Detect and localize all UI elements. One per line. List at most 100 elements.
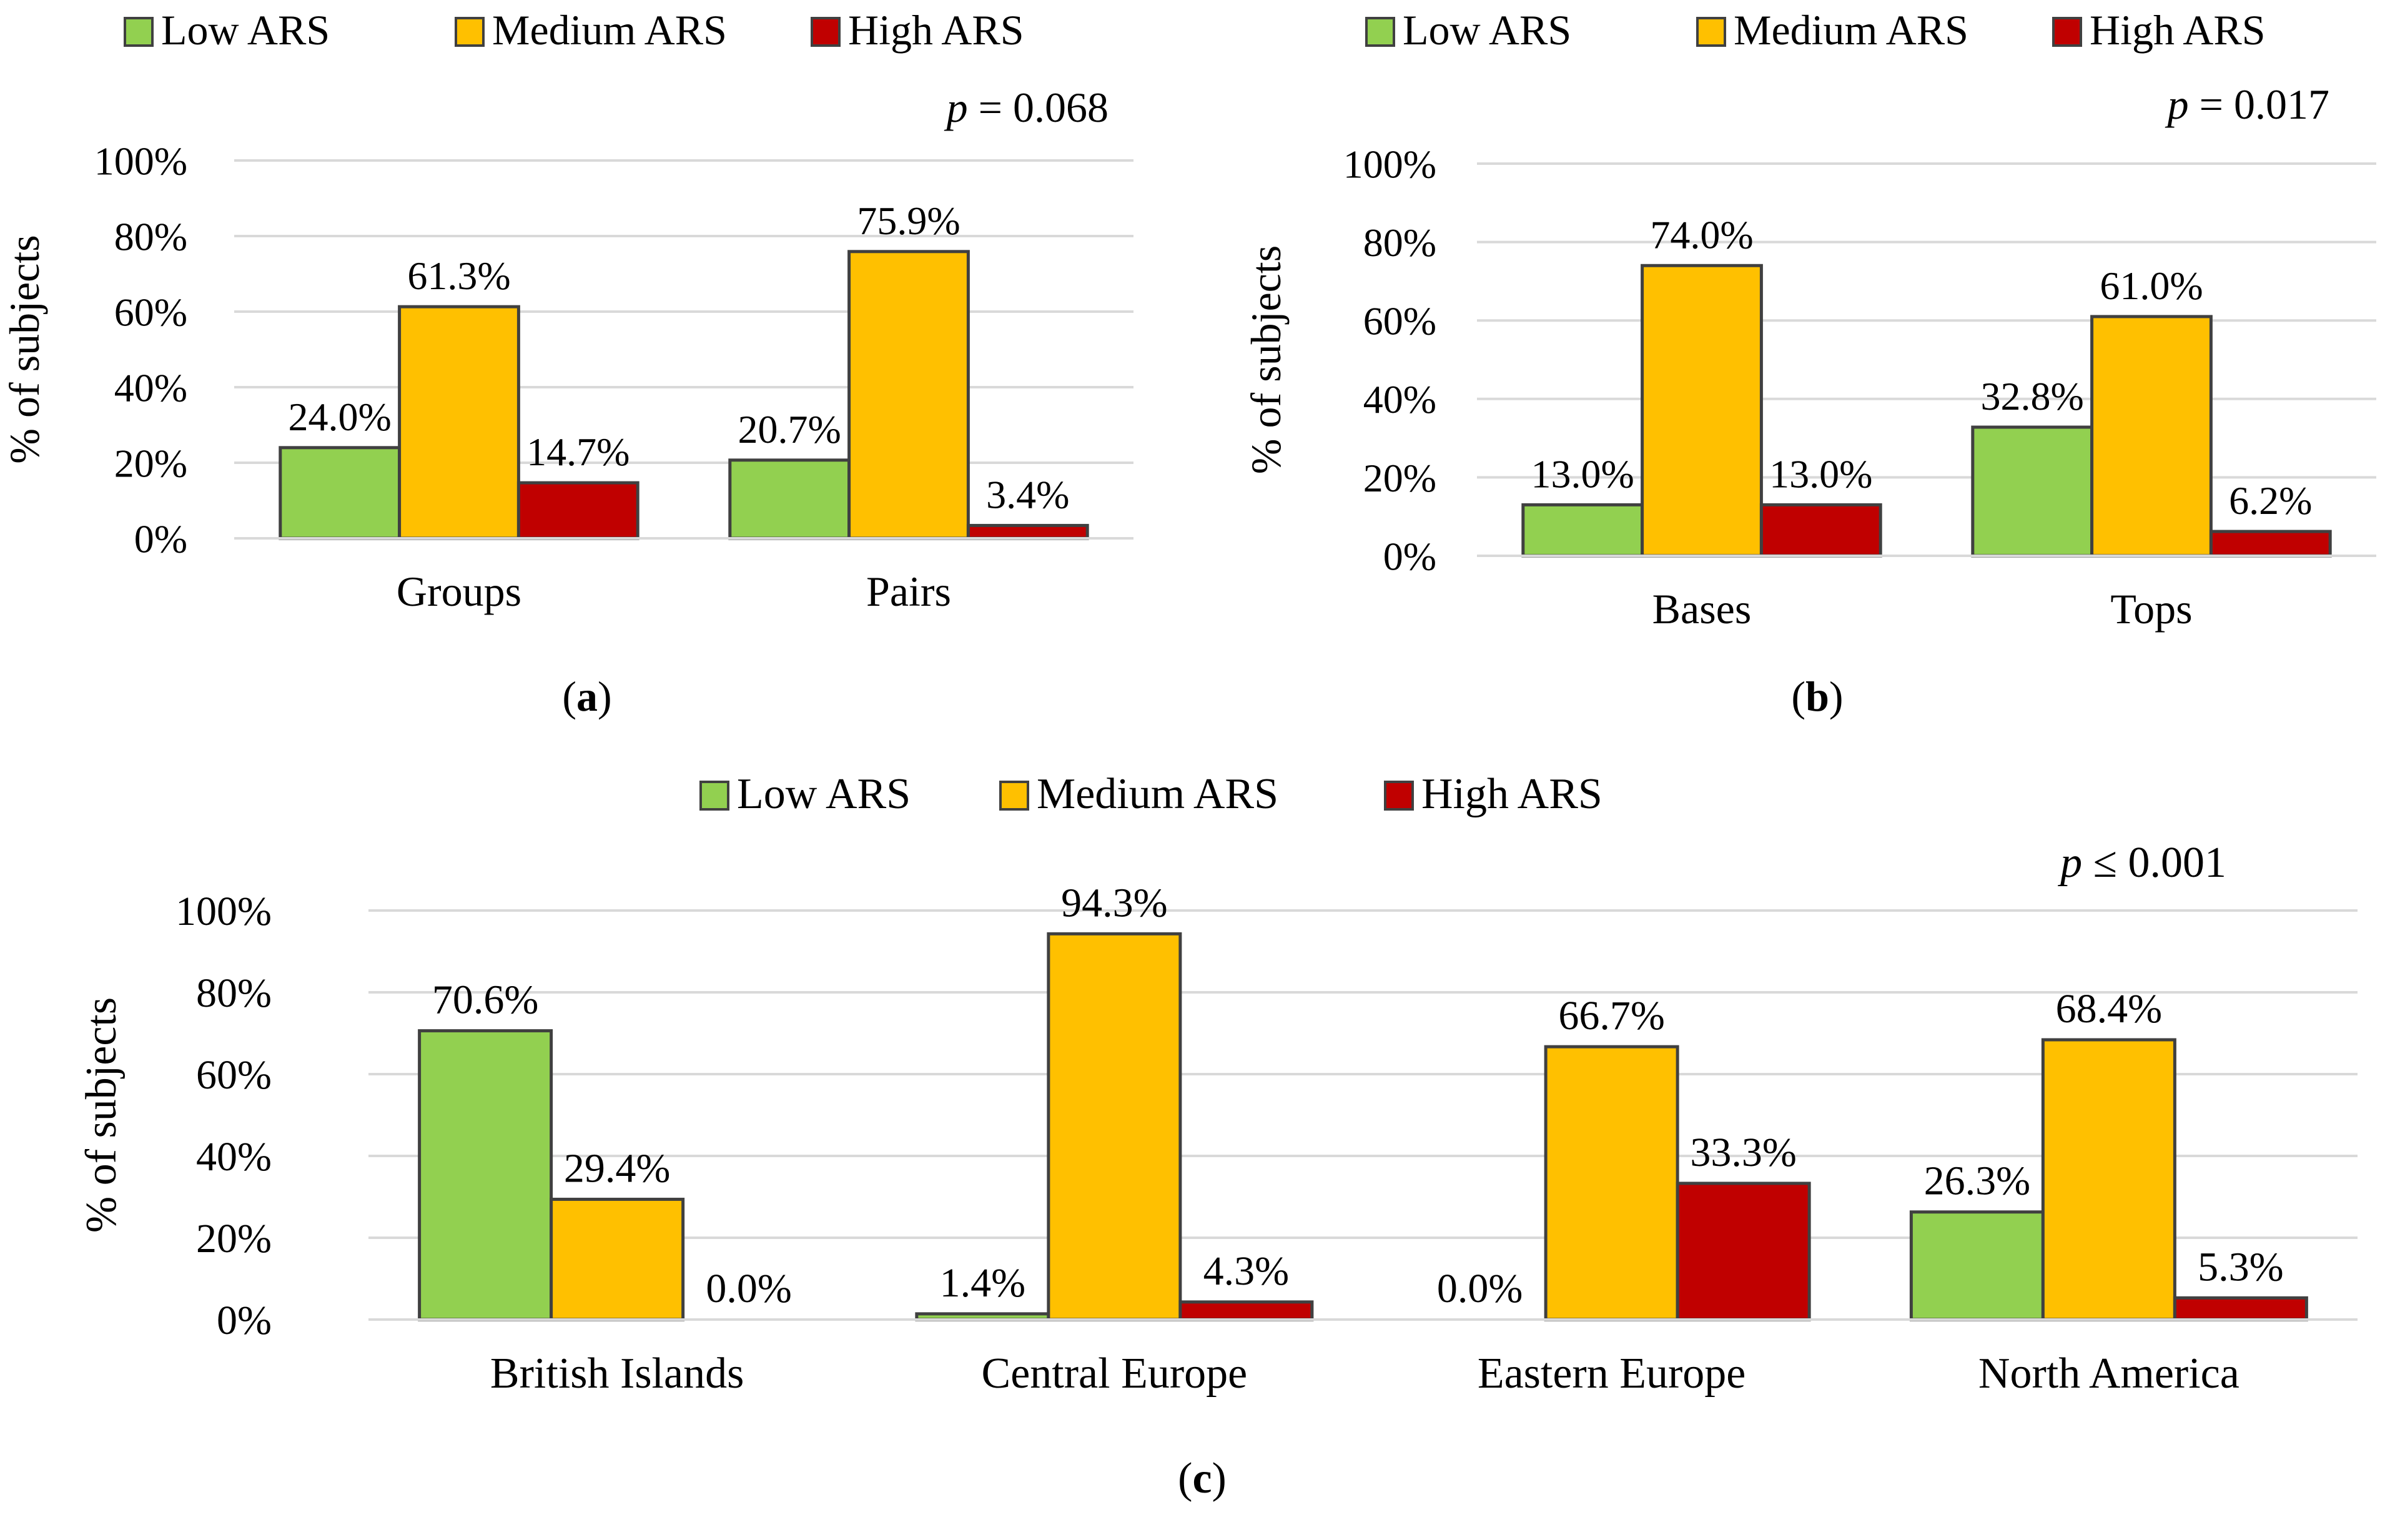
legend-swatch [124,17,154,47]
p-symbol: p [2165,81,2189,128]
category-label: North America [1978,1350,2239,1398]
data-label: 13.0% [1531,452,1634,496]
y-tick-label: 100% [1343,142,1436,186]
bar-high-ars [966,523,1089,540]
data-label: 75.9% [857,199,960,243]
bar-low-ars [418,1029,553,1321]
bar-medium-ars [1641,264,1763,558]
panel-caption: (b) [1791,673,1843,720]
bar-medium-ars [398,305,520,540]
bar-low-ars [1521,503,1644,558]
p-symbol: p [2057,839,2082,887]
bar-low-ars [279,446,402,540]
data-label: 20.7% [738,407,841,452]
bar-high-ars [2173,1296,2308,1321]
category-label: Pairs [866,568,951,615]
p-value-annotation: p ≤ 0.001 [2057,839,2226,887]
y-tick-label: 20% [196,1216,272,1261]
legend-label: Medium ARS [492,6,727,54]
legend-swatch [1696,17,1726,47]
legend-swatch [999,781,1029,811]
legend-swatch [1384,781,1414,811]
p-value: = 0.017 [2189,81,2329,128]
bar-medium-ars [1047,932,1182,1321]
data-label: 14.7% [526,430,630,474]
y-tick-label: 40% [196,1134,272,1180]
data-label: 0.0% [1437,1266,1523,1311]
y-tick-label: 60% [114,290,187,334]
p-value-annotation: p = 0.068 [944,84,1109,131]
panel-caption: (a) [562,673,611,720]
panel-caption-letter: c [1192,1454,1212,1503]
data-label: 1.4% [940,1260,1025,1306]
legend-swatch [699,781,729,811]
bar-low-ars [1909,1210,2045,1321]
data-label: 24.0% [289,395,392,439]
y-tick-label: 40% [114,365,187,410]
category-label: Tops [2110,585,2192,633]
y-tick-label: 0% [217,1298,272,1343]
chart-panel-c: 0% 20% 40% 60% 80% 100% % of subjects 70.6% 29.4… [77,770,2358,1503]
data-label: 70.6% [432,977,538,1023]
category-label: Eastern Europe [1478,1350,1746,1398]
bar-high-ars [1676,1182,1811,1321]
y-tick-label: 20% [1363,456,1436,500]
category-label: Central Europe [982,1350,1248,1398]
bar-medium-ars [847,250,970,540]
y-axis-label: % of subjects [1,235,48,463]
category-label: British Islands [490,1350,744,1398]
data-label: 66.7% [1558,993,1664,1039]
data-label: 0.0% [706,1266,791,1311]
y-axis-label: % of subjects [77,997,126,1233]
data-label: 13.0% [1769,452,1872,496]
data-label: 3.4% [986,472,1069,516]
legend-label: Medium ARS [1734,6,1968,54]
legend-label: High ARS [848,6,1024,54]
bar-high-ars [1178,1300,1314,1321]
legend-swatch [455,17,485,47]
category-label: Bases [1652,585,1752,633]
y-tick-label: 0% [134,516,187,561]
y-tick-label: 40% [1363,377,1436,422]
data-label: 74.0% [1650,212,1753,257]
y-tick-label: 80% [196,970,272,1016]
panel-caption-letter: b [1805,673,1829,720]
data-label: 32.8% [1981,374,2084,418]
bar-low-ars [728,458,851,540]
data-label: 5.3% [2198,1244,2283,1290]
legend-label: Low ARS [1403,6,1571,54]
legend-label: Low ARS [737,770,911,818]
bar-medium-ars [1544,1045,1679,1321]
data-label: 61.3% [407,254,510,298]
p-value-annotation: p = 0.017 [2165,81,2329,128]
data-label: 33.3% [1690,1130,1796,1175]
panel-caption: (c) [1178,1454,1227,1503]
bar-medium-ars [2090,315,2213,558]
y-tick-label: 20% [114,441,187,485]
chart-panel-b: 0% 20% 40% 60% 80% 100% % of subjects 13.0% 74.0… [1242,6,2376,720]
y-tick-label: 100% [94,139,187,183]
legend-label: High ARS [2090,6,2266,54]
y-tick-label: 60% [1363,299,1436,343]
category-label: Groups [397,568,521,615]
data-label: 68.4% [2056,986,2162,1032]
chart-panel-a: 0% 20% 40% 60% 80% 100% % of subjects 24.0% 61.3… [1,6,1133,720]
y-tick-label: 100% [175,889,272,934]
legend-swatch [1365,17,1395,47]
bar-medium-ars [2041,1038,2176,1321]
p-value: = 0.068 [968,84,1109,131]
bar-high-ars [1759,503,1882,558]
y-axis-label: % of subjects [1242,245,1290,474]
data-label: 26.3% [1924,1158,2030,1204]
legend-label: High ARS [1421,770,1602,818]
y-tick-label: 80% [1363,220,1436,265]
p-symbol: p [944,84,968,131]
panel-caption-letter: a [576,673,598,720]
data-label: 61.0% [2100,264,2203,308]
legend-label: Low ARS [161,6,330,54]
y-tick-label: 0% [1383,534,1436,578]
bar-medium-ars [550,1197,685,1321]
data-label: 6.2% [2229,478,2312,523]
bar-high-ars [2209,530,2332,558]
